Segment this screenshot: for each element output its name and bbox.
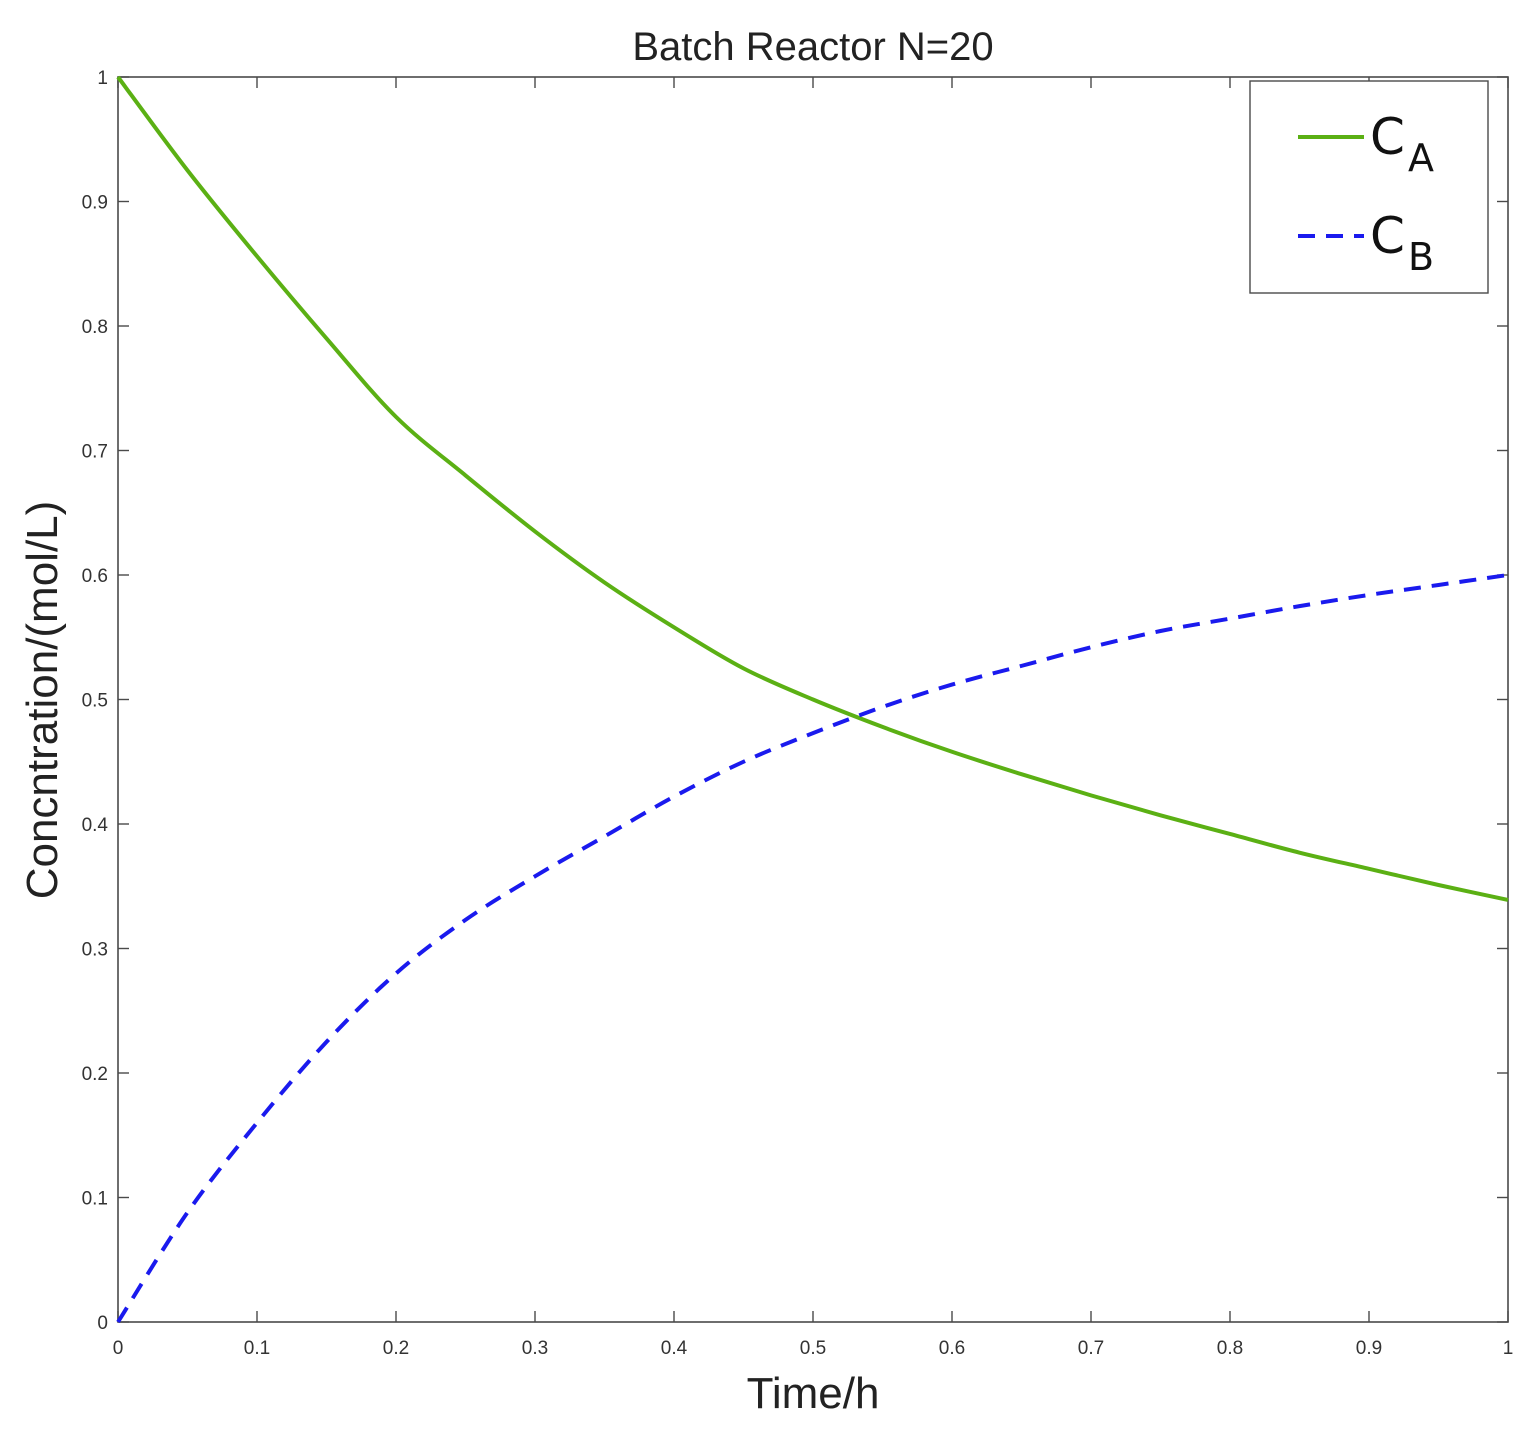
legend: C AC B bbox=[1249, 80, 1489, 294]
y-axis-title: Concntration/(mol/L) bbox=[18, 501, 67, 900]
y-tick-label: 0.7 bbox=[82, 442, 108, 463]
legend-label-main: C bbox=[1370, 108, 1405, 166]
y-tick-label: 0.3 bbox=[82, 940, 108, 961]
legend-label-main: C bbox=[1370, 207, 1405, 265]
y-tick-label: 0 bbox=[97, 1313, 108, 1334]
legend-label-sub: B bbox=[1408, 235, 1434, 279]
y-tick-label: 0.9 bbox=[82, 193, 108, 214]
series-line-a bbox=[116, 75, 1509, 902]
x-tick-label: 0.5 bbox=[800, 1338, 826, 1359]
y-tick-label: 0.1 bbox=[82, 1189, 108, 1210]
legend-box bbox=[1249, 80, 1489, 294]
x-tick-label: 0.1 bbox=[244, 1338, 270, 1359]
y-tick-label: 0.6 bbox=[82, 566, 108, 587]
x-tick-label: 0.9 bbox=[1356, 1338, 1382, 1359]
x-tick-label: 0.4 bbox=[661, 1338, 688, 1359]
y-tick-label: 0.8 bbox=[82, 317, 108, 338]
y-tick-label: 0.5 bbox=[82, 691, 108, 712]
x-tick-label: 1 bbox=[1503, 1338, 1514, 1359]
x-tick-label: 0 bbox=[113, 1338, 124, 1359]
x-tick-label: 0.6 bbox=[939, 1338, 965, 1359]
ticks-layer: 0 0.1 0.2 0.3 0.4 0.5 0.6 0.7 0.8 0.9 1 0 0.1 0.2 0.3 0… bbox=[82, 68, 1514, 1359]
chart-title: Batch Reactor N=20 bbox=[632, 25, 993, 69]
legend-label-sub: A bbox=[1408, 136, 1434, 180]
series-layer bbox=[116, 75, 1509, 1324]
x-tick-label: 0.8 bbox=[1217, 1338, 1243, 1359]
x-tick-label: 0.2 bbox=[383, 1338, 409, 1359]
x-tick-label: 0.3 bbox=[522, 1338, 548, 1359]
x-axis-title: Time/h bbox=[747, 1369, 880, 1418]
y-tick-label: 1 bbox=[97, 68, 108, 89]
y-tick-label: 0.2 bbox=[82, 1064, 108, 1085]
x-tick-label: 0.7 bbox=[1078, 1338, 1104, 1359]
series-line-b bbox=[116, 573, 1509, 1324]
y-tick-label: 0.4 bbox=[82, 815, 109, 836]
